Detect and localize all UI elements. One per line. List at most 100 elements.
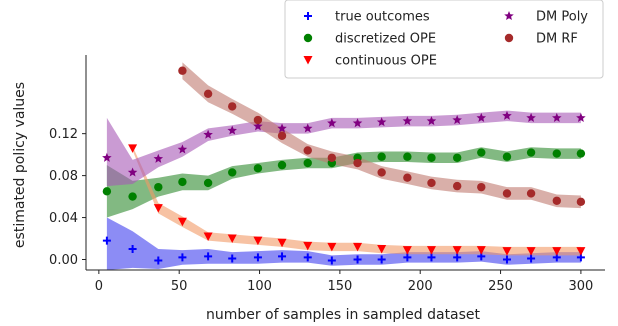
- legend-dm-poly-marker: [504, 11, 514, 21]
- discretized-ope-point: [102, 187, 112, 196]
- dm-poly-point: [327, 118, 337, 128]
- true-outcomes-point: [427, 253, 436, 262]
- true-outcomes-point: [228, 254, 237, 263]
- x-tick-label: 50: [171, 279, 188, 294]
- continuous-ope-point: [128, 144, 138, 153]
- continuous-ope-point: [153, 204, 163, 213]
- dm-rf-point: [452, 181, 462, 191]
- x-ticks: 0 50 100 150 200 250 300: [95, 270, 593, 294]
- true-outcomes-point: [102, 236, 111, 245]
- y-tick-label: 0.00: [49, 253, 78, 268]
- dm-poly-point: [253, 121, 263, 131]
- legend-dm-rf-marker: [504, 33, 514, 43]
- legend-continuous-ope-label: continuous OPE: [335, 54, 437, 69]
- y-tick-label: 0.04: [49, 211, 78, 226]
- dm-poly-point: [402, 116, 413, 126]
- true-outcomes-point: [502, 255, 511, 264]
- legend-discretized-ope-label: discretized OPE: [335, 32, 436, 47]
- continuous-ope-point: [177, 217, 187, 227]
- legend-true-outcomes-label: true outcomes: [335, 10, 430, 25]
- dm-poly-point: [153, 153, 164, 163]
- dm-rf-point: [502, 189, 512, 198]
- discretized-ope-point: [552, 149, 561, 158]
- true-outcomes-point: [353, 255, 362, 264]
- dm-poly-point: [203, 129, 213, 139]
- series-markers: [102, 66, 586, 265]
- x-tick-label: 150: [327, 279, 352, 294]
- discretized-ope-point: [203, 178, 213, 188]
- dm-rf-point: [353, 158, 362, 168]
- y-tick-label: 0.12: [49, 127, 78, 142]
- legend-dm-rf-label: DM RF: [536, 32, 578, 47]
- true-outcomes-point: [377, 255, 386, 264]
- continuous-ope-point: [327, 242, 337, 252]
- discretized-ope-point: [502, 152, 512, 161]
- dm-poly-point: [552, 112, 562, 122]
- discretized-ope-point: [452, 153, 462, 162]
- dm-rf-point: [427, 178, 436, 188]
- true-outcomes-point: [178, 253, 187, 262]
- dm-rf-point: [327, 153, 337, 162]
- discretized-ope-point: [128, 192, 137, 201]
- dm-rf-point: [178, 66, 187, 75]
- x-axis-label: number of samples in sampled dataset: [206, 307, 481, 323]
- dm-poly-point: [127, 167, 138, 177]
- discretized-ope-point: [427, 153, 436, 162]
- y-axis-label: estimated policy values: [12, 82, 28, 248]
- true-outcomes-point: [154, 256, 163, 265]
- dm-poly-band: [106, 110, 581, 187]
- true-outcomes-point: [253, 253, 262, 262]
- continuous-ope-point: [576, 247, 586, 256]
- legend-true-outcomes-marker: [304, 12, 312, 20]
- dm-rf-point: [403, 173, 412, 182]
- true-outcomes-point: [453, 253, 462, 262]
- legend: true outcomes discretized OPE continuous O…: [284, 0, 604, 79]
- continuous-ope-point: [502, 247, 512, 256]
- true-outcomes-point: [527, 254, 536, 263]
- true-outcomes-point: [303, 253, 312, 262]
- x-tick-label: 300: [568, 279, 593, 294]
- dm-rf-band: [182, 62, 581, 209]
- dm-poly-point: [102, 152, 112, 162]
- true-outcomes-point: [327, 256, 336, 265]
- true-outcomes-point: [403, 253, 412, 262]
- legend-continuous-ope-marker: [303, 56, 313, 65]
- dm-poly-point: [476, 112, 487, 122]
- y-tick-label: 0.08: [49, 169, 78, 184]
- dm-poly-point: [526, 112, 536, 122]
- dm-poly-point: [452, 115, 462, 125]
- continuous-ope-point: [253, 236, 263, 246]
- dm-poly-point: [576, 112, 586, 122]
- discretized-ope-point: [477, 148, 486, 157]
- y-ticks: 0.00 0.04 0.08 0.12: [49, 127, 86, 268]
- continuous-ope-point: [377, 245, 387, 254]
- dm-rf-point: [277, 131, 287, 140]
- continuous-ope-point: [552, 247, 562, 256]
- discretized-ope-point: [228, 168, 237, 177]
- dm-rf-point: [377, 168, 386, 177]
- discretized-ope-point: [576, 149, 586, 158]
- dm-poly-point: [502, 110, 512, 120]
- continuous-ope-point: [476, 246, 486, 255]
- continuous-ope-point: [227, 234, 237, 244]
- discretized-ope-point: [253, 164, 263, 173]
- discretized-ope-point: [377, 152, 386, 161]
- x-tick-label: 200: [408, 279, 433, 294]
- dm-rf-point: [526, 189, 536, 198]
- dm-rf-point: [253, 115, 263, 125]
- true-outcomes-point: [204, 252, 213, 261]
- dm-poly-point: [177, 144, 188, 154]
- dm-poly-point: [352, 118, 363, 128]
- legend-box: [284, 0, 604, 79]
- dm-poly-point: [376, 117, 387, 127]
- discretized-ope-point: [303, 158, 312, 168]
- x-tick-label: 250: [488, 279, 513, 294]
- continuous-ope-point: [353, 242, 363, 252]
- x-tick-label: 0: [95, 279, 103, 294]
- legend-dm-poly-label: DM Poly: [536, 10, 588, 25]
- discretized-ope-point: [178, 177, 187, 187]
- continuous-ope-point: [402, 246, 412, 255]
- dm-poly-point: [227, 125, 237, 135]
- dm-poly-point: [426, 116, 437, 126]
